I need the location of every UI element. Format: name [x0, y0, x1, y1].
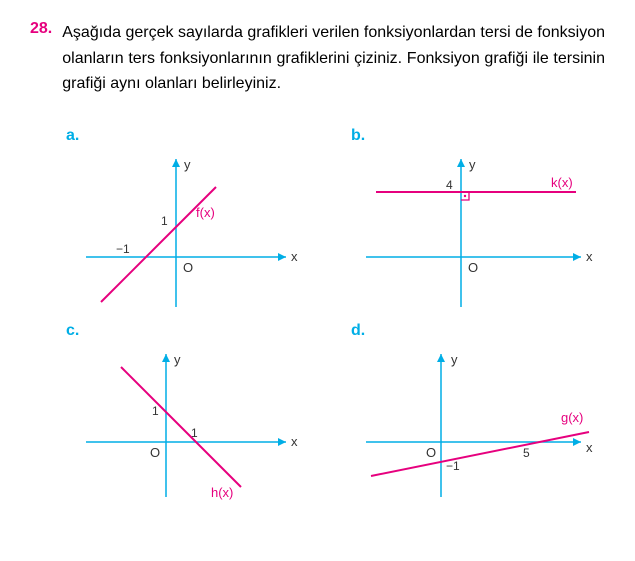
tick-x-5: 5: [523, 446, 530, 460]
y-axis-arrow-icon: [437, 354, 445, 362]
origin-label-c: O: [150, 445, 160, 460]
chart-c-svg: 1 1 O x y h(x): [66, 342, 321, 507]
charts-grid: a. −1 1 O x y f(x) b.: [66, 127, 605, 507]
question-text: Aşağıda gerçek sayılarda grafikleri veri…: [62, 20, 605, 97]
function-label-d: g(x): [561, 410, 583, 425]
y-axis-arrow-icon: [162, 354, 170, 362]
tick-y-4: 4: [446, 178, 453, 192]
y-label-d: y: [451, 352, 458, 367]
question-block: 28. Aşağıda gerçek sayılarda grafikleri …: [30, 20, 605, 97]
x-label-c: x: [291, 434, 298, 449]
x-label-d: x: [586, 440, 593, 455]
perpendicular-dot: [464, 195, 466, 197]
part-label-d: d.: [351, 322, 606, 340]
x-axis-arrow-icon: [573, 253, 581, 261]
origin-label-d: O: [426, 445, 436, 460]
chart-d-svg: 5 −1 O x y g(x): [351, 342, 606, 507]
tick-x-1: 1: [191, 426, 198, 440]
x-axis-arrow-icon: [573, 438, 581, 446]
function-line-d: [371, 432, 589, 476]
x-label-a: x: [291, 249, 298, 264]
function-label-a: f(x): [196, 205, 215, 220]
part-label-b: b.: [351, 127, 606, 145]
function-label-b: k(x): [551, 175, 573, 190]
x-axis-arrow-icon: [278, 438, 286, 446]
y-label-c: y: [174, 352, 181, 367]
origin-label-a: O: [183, 260, 193, 275]
chart-a: a. −1 1 O x y f(x): [66, 127, 321, 312]
y-label-a: y: [184, 157, 191, 172]
x-label-b: x: [586, 249, 593, 264]
question-number: 28.: [30, 20, 52, 97]
chart-b: b. 4 O x y k(x): [351, 127, 606, 312]
function-label-c: h(x): [211, 485, 233, 500]
tick-x-neg1: −1: [116, 242, 130, 256]
x-axis-arrow-icon: [278, 253, 286, 261]
tick-y-1: 1: [152, 404, 159, 418]
tick-y-neg1: −1: [446, 459, 460, 473]
function-line-c: [121, 367, 241, 487]
y-label-b: y: [469, 157, 476, 172]
part-label-a: a.: [66, 127, 321, 145]
chart-b-svg: 4 O x y k(x): [351, 147, 606, 312]
tick-y-1: 1: [161, 214, 168, 228]
chart-d: d. 5 −1 O x y g(x): [351, 322, 606, 507]
chart-a-svg: −1 1 O x y f(x): [66, 147, 321, 312]
origin-label-b: O: [468, 260, 478, 275]
y-axis-arrow-icon: [457, 159, 465, 167]
y-axis-arrow-icon: [172, 159, 180, 167]
part-label-c: c.: [66, 322, 321, 340]
chart-c: c. 1 1 O x y h(x): [66, 322, 321, 507]
